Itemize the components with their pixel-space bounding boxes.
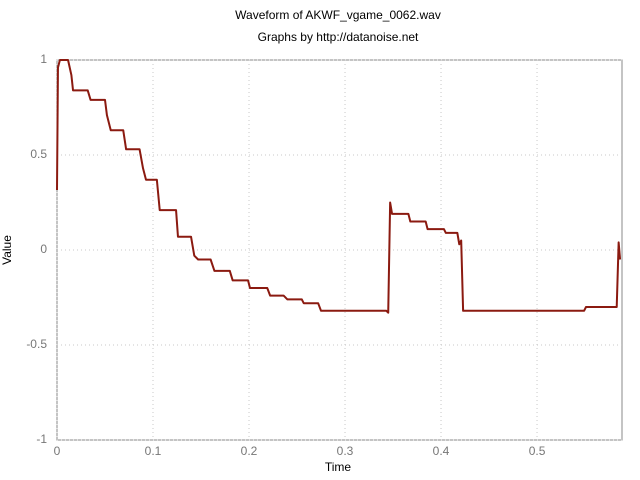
x-tick-label: 0	[54, 444, 61, 458]
chart-subtitle: Graphs by http://datanoise.net	[258, 30, 419, 44]
y-tick-label: -0.5	[26, 337, 47, 351]
x-tick-label: 0.5	[529, 444, 546, 458]
y-tick-label: -1	[36, 432, 47, 446]
x-axis-label: Time	[325, 460, 352, 474]
x-tick-label: 0.2	[241, 444, 258, 458]
chart-title: Waveform of AKWF_vgame_0062.wav	[235, 8, 441, 22]
x-tick-label: 0.1	[145, 444, 162, 458]
y-tick-label: 1	[40, 52, 47, 66]
waveform-line	[56, 59, 622, 314]
y-axis-label: Value	[0, 235, 14, 265]
y-tick-label: 0.5	[30, 147, 47, 161]
y-tick-label: 0	[40, 242, 47, 256]
x-tick-label: 0.3	[337, 444, 354, 458]
x-tick-label: 0.4	[433, 444, 450, 458]
